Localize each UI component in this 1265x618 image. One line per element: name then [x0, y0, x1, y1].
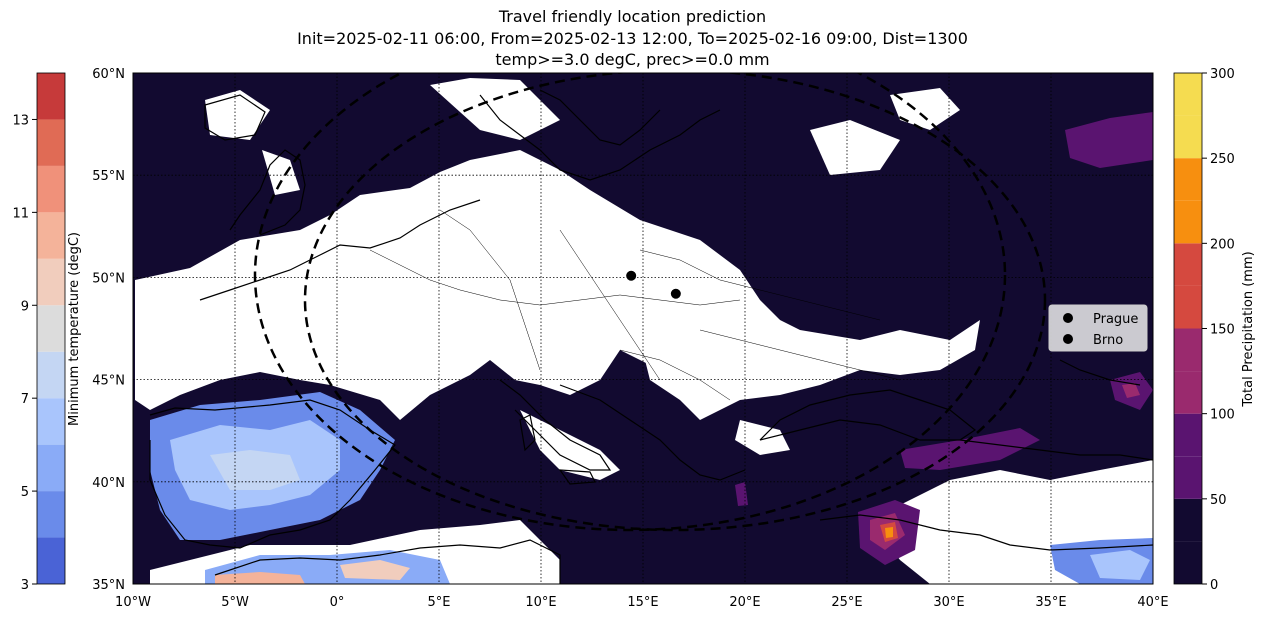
longitude-tick-label: 10°E [525, 595, 556, 610]
map-gridlines [133, 73, 1153, 584]
temperature-colorbar-tick-label: 3 [21, 578, 29, 593]
precipitation-colorbar-label: Total Precipitation (mm) [1241, 251, 1256, 407]
latitude-tick-label: 35°N [92, 578, 125, 593]
longitude-tick-label: 40°E [1137, 595, 1168, 610]
coastlines [149, 89, 1153, 584]
temperature-colorbar-tick-label: 9 [21, 299, 29, 314]
temperature-colorbar-segment [37, 73, 65, 120]
temperature-colorbar-label: Minimum temperature (degC) [67, 232, 82, 426]
precipitation-colorbar-segment [1174, 285, 1202, 329]
temperature-colorbar-tick-label: 5 [21, 485, 29, 500]
latitude-tick-label: 60°N [92, 67, 125, 82]
temperature-colorbar-segment [37, 305, 65, 352]
longitude-tick-label: 10°W [115, 595, 151, 610]
map-frame [132, 72, 1154, 585]
precipitation-colorbar-segment [1174, 328, 1202, 372]
temperature-colorbar-tick-label: 13 [12, 113, 29, 128]
precipitation-colorbar-segment [1174, 541, 1202, 584]
temperature-colorbar-segment [37, 398, 65, 445]
distance-circle-prague [253, 73, 1007, 532]
longitude-tick-label: 30°E [933, 595, 964, 610]
suitable-region-italy [520, 410, 620, 480]
suitable-region-scandinavia [430, 78, 560, 140]
precipitation-colorbar-tick-label: 150 [1210, 323, 1235, 338]
longitude-tick-label: 20°E [729, 595, 760, 610]
country-borders [369, 209, 901, 401]
location-markers [626, 270, 681, 299]
distance-circle-brno [303, 73, 1047, 532]
temperature-colorbar-segment [37, 258, 65, 306]
temperature-colorbar: 3 5 7 9 11 13 [12, 72, 66, 593]
location-marker-brno [670, 288, 681, 299]
latitude-tick-label: 45°N [92, 374, 125, 389]
longitude-tick-labels: 10°W 5°W 0° 5°E 10°E 15°E 20°E 25°E 30°E 35°E 40°E [115, 595, 1169, 610]
precipitation-colorbar-segment [1174, 115, 1202, 159]
temperature-colorbar-segment [37, 537, 65, 584]
chart-title: Travel friendly location prediction [498, 7, 767, 26]
legend-box [1048, 304, 1148, 352]
legend-marker-brno [1063, 334, 1073, 344]
temperature-colorbar-segment [37, 212, 65, 259]
latitude-tick-labels: 35°N 40°N 45°N 50°N 55°N 60°N [92, 67, 125, 593]
legend: Prague Brno [1048, 304, 1148, 352]
temperature-colorbar-segment [37, 444, 65, 492]
temperature-colorbar-tick-label: 11 [12, 206, 29, 221]
temperature-colorbar-segment [37, 119, 65, 166]
suitable-region-west [135, 150, 790, 420]
precipitation-colorbar-tick-label: 100 [1210, 408, 1235, 423]
longitude-tick-label: 5°E [428, 595, 451, 610]
legend-label-prague: Prague [1093, 312, 1138, 327]
precipitation-colorbar-segment [1174, 243, 1202, 286]
longitude-tick-label: 0° [330, 595, 345, 610]
map-area [133, 73, 1153, 584]
precipitation-colorbar-tick-label: 50 [1210, 493, 1227, 508]
latitude-tick-label: 50°N [92, 271, 125, 286]
precipitation-colorbar-segment [1174, 413, 1202, 457]
suitable-region-scotland [262, 150, 300, 195]
temperature-colorbar-frame [36, 72, 66, 585]
longitude-tick-label: 25°E [831, 595, 862, 610]
longitude-tick-label: 35°E [1035, 595, 1066, 610]
temperature-colorbar-segment [37, 491, 65, 538]
location-marker-prague [626, 270, 637, 281]
temperature-colorbar-segment [37, 165, 65, 213]
longitude-tick-label: 15°E [627, 595, 658, 610]
suitable-region-ireland [205, 90, 270, 140]
temperature-colorbar-tick-label: 7 [21, 392, 29, 407]
precipitation-colorbar-segment [1174, 158, 1202, 201]
precipitation-colorbar-segment [1174, 200, 1202, 244]
latitude-tick-label: 55°N [92, 169, 125, 184]
chart-subtitle-thresholds: temp>=3.0 degC, prec>=0.0 mm [495, 50, 770, 69]
precipitation-colorbar-segment [1174, 371, 1202, 414]
precipitation-colorbar-segment [1174, 498, 1202, 542]
legend-marker-prague [1063, 313, 1073, 323]
chart-subtitle-init: Init=2025-02-11 06:00, From=2025-02-13 1… [297, 29, 968, 48]
longitude-tick-label: 5°W [221, 595, 249, 610]
precipitation-colorbar: 0 50 100 150 200 250 300 [1173, 67, 1235, 593]
precipitation-colorbar-tick-label: 200 [1210, 237, 1235, 252]
suitable-region-russia [890, 88, 960, 130]
precipitation-colorbar-tick-label: 250 [1210, 152, 1235, 167]
temperature-colorbar-segment [37, 351, 65, 399]
precipitation-colorbar-segment [1174, 456, 1202, 499]
precipitation-colorbar-segment [1174, 73, 1202, 116]
legend-label-brno: Brno [1093, 333, 1123, 348]
suitable-region-finland [810, 120, 900, 175]
distance-circles [253, 73, 1047, 532]
precipitation-colorbar-tick-label: 0 [1210, 578, 1218, 593]
latitude-tick-label: 40°N [92, 476, 125, 491]
precipitation-regions [735, 112, 1153, 565]
precipitation-colorbar-tick-label: 300 [1210, 67, 1235, 82]
warm-regions [150, 392, 1153, 584]
